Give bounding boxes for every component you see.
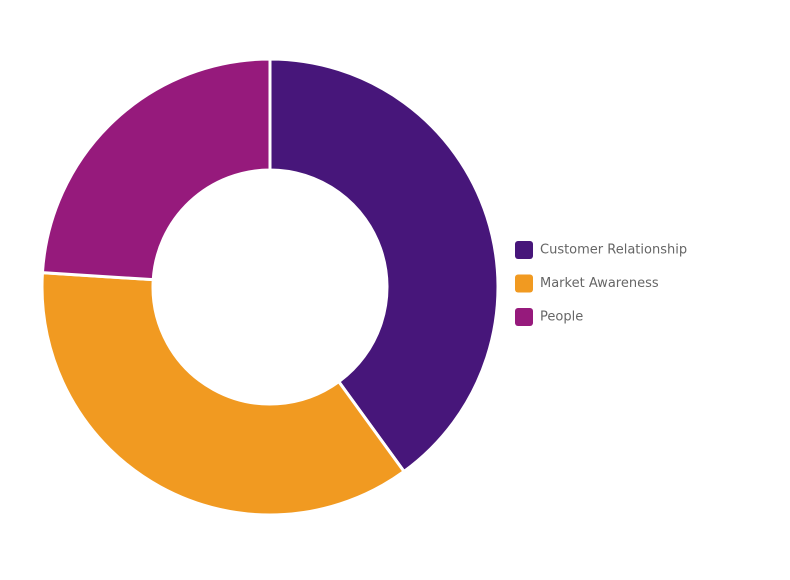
legend-swatch[interactable]	[515, 241, 533, 259]
donut-segment	[40, 57, 272, 282]
donut-segment	[40, 271, 407, 517]
legend-label[interactable]: People	[540, 310, 583, 325]
legend-swatch[interactable]	[515, 274, 533, 293]
donut-segment	[268, 57, 500, 474]
legend-label[interactable]: Customer Relationship	[540, 243, 687, 258]
legend-label[interactable]: Market Awareness	[540, 276, 659, 291]
legend-swatch[interactable]	[515, 308, 533, 326]
